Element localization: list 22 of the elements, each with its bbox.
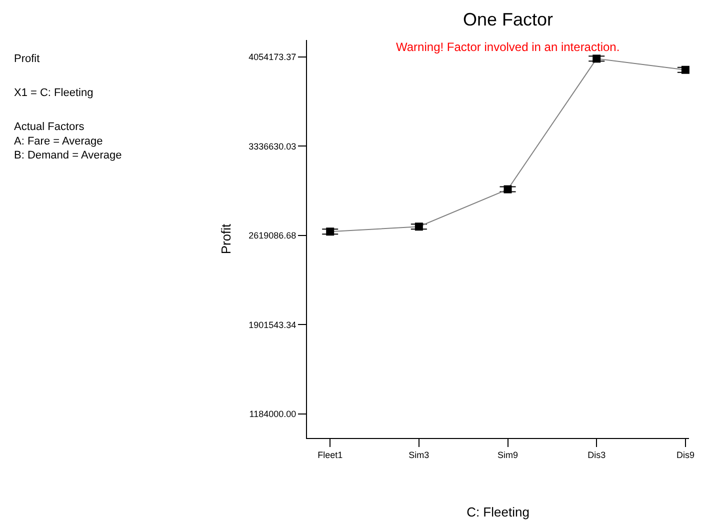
text: Profit	[14, 53, 40, 65]
chart-title: One Factor	[462, 9, 554, 30]
point	[681, 66, 690, 74]
x-axis-title: C: Fleeting	[466, 504, 530, 520]
text: X1 = C: Fleeting	[14, 87, 94, 99]
text: Actual Factors A: Fare = Average B: Demand = Average	[14, 121, 122, 162]
annotation: Warning! Factor involved in an interaction.	[396, 40, 620, 54]
point	[326, 228, 334, 236]
x-tick-label: Sim3	[408, 450, 430, 460]
y-tick-label: 1184000.00	[249, 409, 296, 420]
y-axis-title: Profit	[218, 223, 234, 254]
y-tick-label: 3336630.03	[248, 141, 296, 152]
point	[414, 222, 423, 231]
point	[504, 185, 512, 194]
x-tick-label: Sim9	[498, 450, 518, 460]
y-tick-label: 4054173.37	[248, 52, 296, 62]
x-tick-label: Fleet1	[318, 450, 343, 460]
point	[592, 54, 601, 63]
x-tick-label: Dis9	[676, 450, 694, 460]
y-tick-label: 2619086.68	[248, 230, 296, 241]
y-tick-label: 1901543.34	[248, 320, 296, 330]
x-tick-label: Dis3	[588, 450, 606, 460]
